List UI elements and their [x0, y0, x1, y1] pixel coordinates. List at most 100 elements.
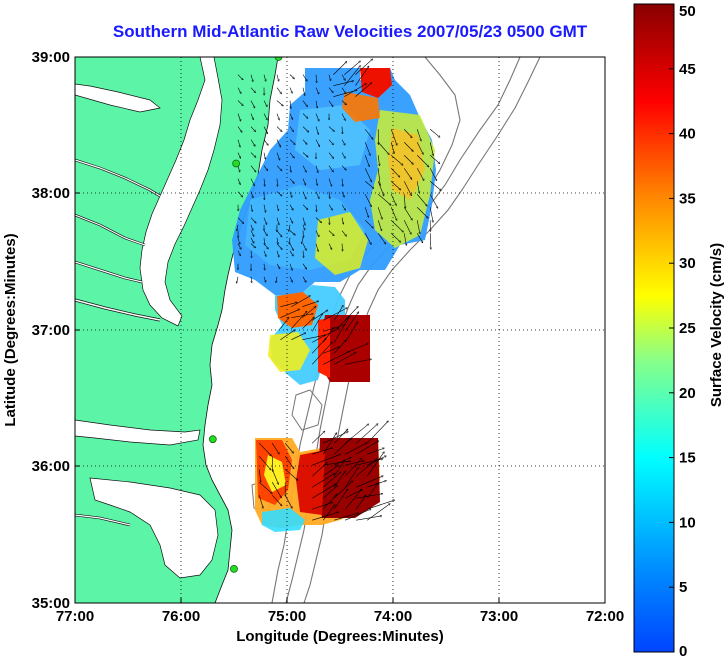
velocity-vector — [377, 142, 389, 154]
velocity-vector — [276, 263, 280, 269]
velocity-vector — [341, 74, 345, 81]
velocity-vector — [367, 456, 386, 466]
velocity-vector — [341, 139, 345, 146]
velocity-vector — [328, 178, 332, 187]
velocity-vector — [315, 230, 319, 237]
velocity-vector — [356, 476, 383, 488]
velocity-vector — [302, 317, 314, 329]
velocity-vector — [302, 126, 309, 133]
velocity-vector — [416, 194, 427, 206]
velocity-region-central-yellow — [268, 332, 310, 372]
velocity-vector — [276, 113, 279, 121]
velocity-vector — [237, 74, 243, 80]
velocity-vectors — [237, 59, 442, 521]
colorbar-tick-label: 15 — [679, 450, 696, 467]
velocity-vector — [289, 237, 290, 244]
velocity-vector — [289, 250, 293, 256]
velocity-vector — [277, 178, 278, 187]
velocity-vector — [276, 74, 279, 82]
velocity-vector — [285, 468, 298, 480]
velocity-vector — [390, 194, 396, 205]
velocity-vector — [290, 165, 291, 173]
velocity-vector — [289, 224, 290, 232]
velocity-vector — [333, 305, 343, 321]
velocity-vector — [289, 74, 294, 79]
velocity-region-south-red-edge — [296, 450, 325, 515]
velocity-vector — [344, 467, 358, 488]
velocity-vector — [355, 424, 378, 444]
velocity-vector — [333, 481, 353, 499]
station-markers — [208, 57, 283, 573]
velocity-vector — [284, 495, 292, 508]
velocity-vector — [341, 87, 346, 94]
colorbar-tick-label: 30 — [679, 255, 696, 272]
bathymetry-loop — [291, 389, 323, 431]
velocity-vector — [302, 243, 306, 251]
velocity-region-top-orange — [342, 92, 380, 122]
velocity-vector — [333, 460, 345, 477]
velocity-vector — [302, 237, 304, 244]
velocity-vector — [258, 469, 261, 482]
velocity-vector — [364, 233, 371, 244]
velocity-vector — [367, 448, 384, 455]
velocity-vector — [322, 494, 337, 510]
grid — [75, 57, 605, 603]
velocity-vector — [276, 250, 279, 257]
velocity-vector — [289, 139, 295, 145]
velocity-vector — [250, 113, 253, 120]
velocity-vector — [302, 276, 306, 283]
velocity-vector — [302, 204, 308, 210]
x-axis-title: Longitude (Degrees:Minutes) — [236, 628, 444, 645]
velocity-vector — [280, 330, 295, 340]
velocity-vector — [341, 100, 347, 105]
velocity-vector — [356, 459, 377, 477]
velocity-vector — [390, 181, 401, 190]
velocity-vector — [403, 168, 412, 179]
velocity-vector — [344, 83, 366, 97]
velocity-vector — [328, 100, 333, 107]
velocity-vector — [237, 165, 240, 172]
velocity-vector — [416, 207, 428, 218]
velocity-vector — [291, 333, 306, 340]
velocity-vector — [334, 457, 351, 466]
velocity-vector — [364, 129, 373, 139]
velocity-vector — [344, 322, 358, 343]
velocity-vector — [356, 516, 382, 521]
velocity-vector — [322, 327, 334, 343]
velocity-vector — [250, 152, 256, 158]
velocity-vector — [311, 313, 322, 332]
y-tick-label: 35:00 — [32, 595, 70, 612]
velocity-vector — [416, 129, 421, 141]
velocity-vector — [429, 207, 433, 222]
velocity-vector — [366, 452, 384, 477]
x-tick-label: 75:00 — [268, 608, 306, 625]
y-tick-labels: 39:00 38:00 37:00 36:00 35:00 — [32, 49, 70, 612]
velocity-vector — [315, 87, 319, 94]
velocity-vector — [403, 207, 412, 220]
velocity-vector — [237, 113, 241, 122]
velocity-vector — [276, 276, 277, 283]
velocity-vector — [403, 233, 406, 245]
velocity-vector — [302, 74, 307, 82]
velocity-field — [232, 68, 436, 532]
velocity-vector — [416, 142, 423, 154]
velocity-vector — [377, 233, 386, 244]
velocity-vector — [250, 230, 254, 237]
velocity-vector — [258, 442, 271, 456]
colorbar-tick-label: 20 — [679, 385, 696, 402]
velocity-vector — [416, 155, 429, 167]
x-tick-label: 72:00 — [586, 608, 624, 625]
velocity-vector — [344, 312, 359, 332]
velocity-vector — [263, 276, 266, 283]
velocity-vector — [333, 81, 353, 86]
velocity-vector — [328, 87, 333, 93]
colorbar — [633, 3, 675, 653]
velocity-vector — [364, 220, 373, 228]
tick-marks — [74, 56, 606, 604]
pamlico-river-water — [75, 514, 131, 526]
velocity-vector — [328, 243, 332, 250]
velocity-vector — [289, 230, 295, 236]
velocity-vector — [333, 489, 348, 510]
colorbar-title: Surface Velocity (cm/s) — [708, 243, 724, 407]
station-marker — [232, 159, 241, 168]
